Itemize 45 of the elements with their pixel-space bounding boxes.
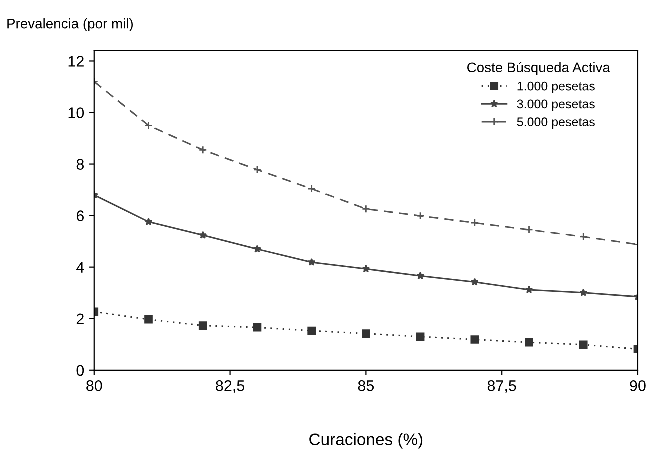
legend-title: Coste Búsqueda Activa — [468, 62, 610, 76]
point — [144, 218, 153, 226]
point — [416, 332, 425, 342]
point — [144, 121, 153, 130]
point — [308, 326, 316, 336]
x-tick-label: 90 — [630, 380, 646, 392]
y-tick-label: 0 — [76, 365, 84, 376]
y-tick-label: 8 — [76, 159, 84, 170]
point — [253, 166, 262, 174]
y-tick-label: 12 — [68, 56, 84, 67]
point — [253, 245, 262, 253]
point — [362, 330, 370, 338]
point — [198, 146, 208, 154]
legend-label: 3.000 pesetas — [517, 100, 595, 112]
y-tick-label: 2 — [76, 314, 84, 324]
x-tick-label: 80 — [86, 380, 102, 392]
y-axis-title: Prevalencia (por mil) — [8, 18, 133, 32]
point — [362, 204, 370, 214]
point — [580, 288, 588, 296]
point — [579, 340, 588, 350]
legend-label: 1.000 pesetas — [518, 82, 595, 94]
x-tick-label: 82,5 — [216, 380, 245, 394]
point — [470, 218, 480, 228]
point — [470, 336, 480, 344]
point — [525, 286, 534, 294]
point — [579, 232, 588, 242]
x-tick-label: 87,5 — [488, 380, 516, 394]
point — [308, 184, 316, 194]
point — [198, 322, 208, 330]
y-tick-label: 6 — [76, 210, 84, 222]
point — [525, 226, 534, 234]
point — [253, 323, 262, 332]
point — [308, 258, 316, 266]
y-tick-label: 4 — [76, 262, 84, 273]
point — [362, 264, 370, 273]
point — [144, 315, 153, 324]
y-tick-label: 10 — [68, 108, 84, 118]
point — [199, 231, 208, 239]
point — [416, 272, 425, 280]
x-axis-title: Curaciones (%) — [310, 433, 423, 449]
legend-label: 5.000 pesetas — [517, 118, 595, 129]
x-tick-label: 85 — [358, 380, 374, 392]
point — [525, 338, 534, 347]
point — [416, 212, 425, 220]
point — [470, 278, 479, 286]
